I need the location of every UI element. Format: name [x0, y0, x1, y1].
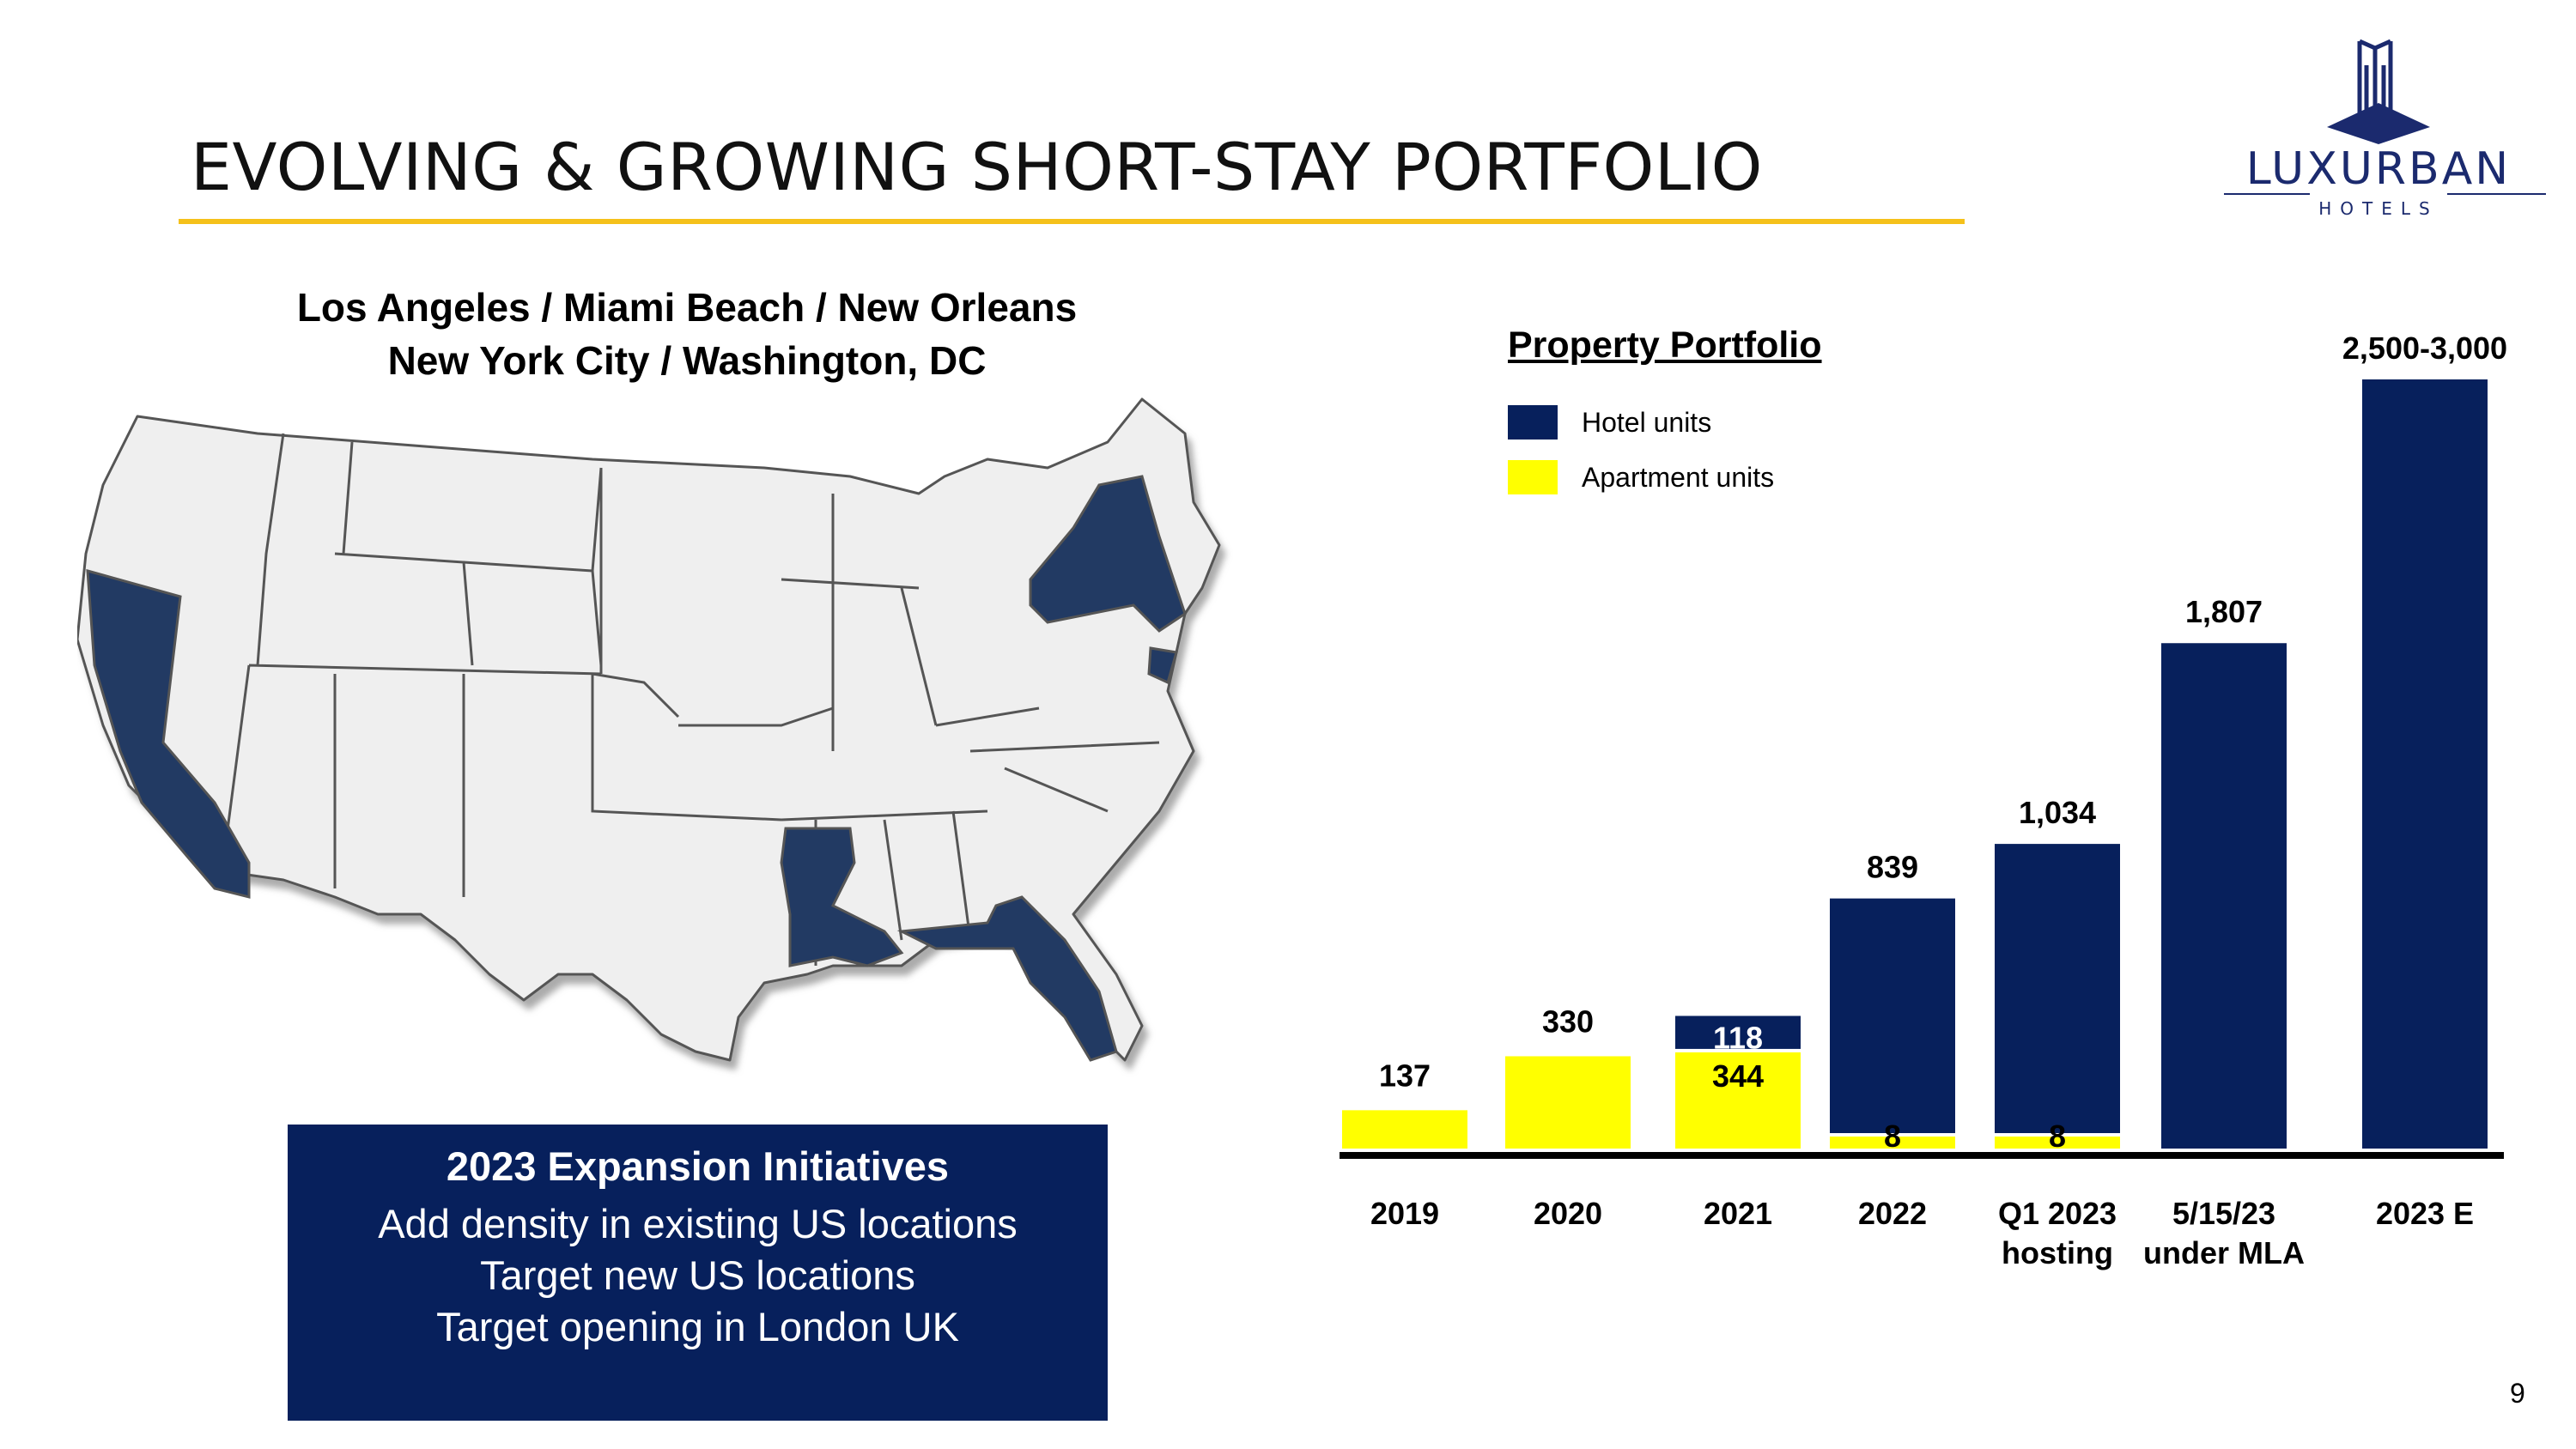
svg-text:HOTELS: HOTELS	[2318, 198, 2438, 219]
us-map	[77, 397, 1221, 1062]
x-tick-label: 2023 E	[2376, 1196, 2474, 1231]
bar-apartment	[1995, 1137, 2120, 1149]
svg-text:LUXURBAN: LUXURBAN	[2246, 143, 2511, 195]
bar-hotel	[1830, 898, 1955, 1133]
legend-swatch-hotel	[1508, 405, 1558, 440]
bar-hotel	[2161, 643, 2287, 1149]
new-york-state	[1029, 475, 1187, 633]
locations-line-2: New York City / Washington, DC	[387, 338, 987, 383]
data-label-apartment: 8	[1884, 1119, 1901, 1154]
x-tick-label: 5/15/23	[2172, 1196, 2275, 1231]
initiative-item: Add density in existing US locations	[378, 1201, 1018, 1246]
x-tick-label: 2021	[1704, 1196, 1772, 1231]
data-label-hotel: 1,034	[2019, 795, 2096, 830]
x-tick-label: 2020	[1534, 1196, 1602, 1231]
bar-apartment	[1342, 1110, 1467, 1149]
chart-title: Property Portfolio	[1508, 324, 1822, 366]
initiative-item: Target opening in London UK	[436, 1304, 959, 1349]
bar-hotel	[1995, 844, 2120, 1133]
california-state	[86, 568, 251, 899]
data-label-apartment: 8	[2049, 1119, 2066, 1154]
bar-apartment	[1505, 1056, 1631, 1149]
page-title: EVOLVING & GROWING SHORT-STAY PORTFOLIO	[191, 129, 1763, 205]
legend-label-hotel: Hotel units	[1582, 407, 1712, 438]
bar-hotel	[2362, 379, 2488, 1149]
legend-label-apartment: Apartment units	[1582, 462, 1775, 493]
data-label-apartment: 137	[1379, 1058, 1431, 1093]
title-underline	[179, 219, 1965, 224]
data-label-apartment: 344	[1712, 1058, 1764, 1094]
x-tick-label: Q1 2023	[1998, 1196, 2117, 1231]
legend-swatch-apartment	[1508, 460, 1558, 494]
x-axis-line	[1340, 1152, 2504, 1159]
x-tick-label: 2019	[1370, 1196, 1439, 1231]
louisiana-state	[780, 827, 904, 967]
x-tick-label: hosting	[2002, 1235, 2113, 1270]
expansion-initiatives-box: 2023 Expansion Initiatives Add density i…	[288, 1125, 1108, 1421]
x-tick-label: 2022	[1858, 1196, 1927, 1231]
initiative-item: Target new US locations	[480, 1252, 915, 1298]
locations-heading: Los Angeles / Miami Beach / New Orleans …	[129, 281, 1245, 387]
luxurban-logo: LUXURBAN HOTELS	[2224, 39, 2546, 219]
page-number: 9	[2510, 1378, 2525, 1409]
bar-apartment	[1830, 1137, 1955, 1149]
x-tick-label: under MLA	[2143, 1235, 2305, 1270]
data-label-hotel: 1,807	[2185, 594, 2263, 629]
bar-apartment	[1675, 1052, 1801, 1149]
data-label-hotel: 2,500-3,000	[2342, 330, 2507, 366]
data-label-hotel: 118	[1713, 1020, 1763, 1055]
data-label-apartment: 330	[1542, 1003, 1594, 1039]
locations-line-1: Los Angeles / Miami Beach / New Orleans	[296, 285, 1078, 330]
data-label-hotel: 839	[1867, 850, 1918, 885]
initiatives-title: 2023 Expansion Initiatives	[446, 1143, 950, 1189]
florida-state	[896, 895, 1118, 1062]
washington-dc-marker	[1147, 646, 1178, 685]
bar-hotel	[1675, 1016, 1801, 1049]
